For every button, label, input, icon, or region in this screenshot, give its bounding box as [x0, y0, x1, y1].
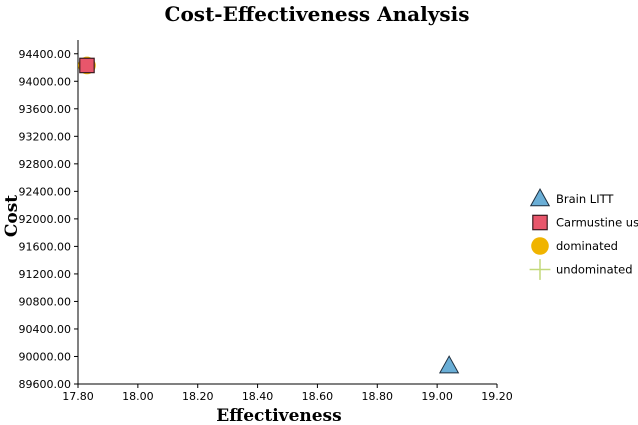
y-tick-label: 90000.00: [19, 350, 72, 363]
x-tick-label: 18.60: [302, 390, 334, 403]
x-axis-title: Effectiveness: [216, 406, 341, 425]
y-tick-label: 94000.00: [19, 75, 72, 88]
legend: Brain LITT Carmustine use dominated undomin…: [529, 188, 638, 280]
legend-label: undominated: [556, 263, 633, 277]
x-tick-label: 18.20: [182, 390, 214, 403]
legend-label: dominated: [556, 239, 618, 253]
legend-item: Brain LITT: [529, 188, 614, 207]
legend-item: undominated: [529, 259, 633, 280]
x-tick-label: 19.00: [421, 390, 453, 403]
y-tick-label: 93200.00: [19, 130, 72, 143]
data-markers: [78, 56, 460, 374]
y-axis-title: Cost: [2, 195, 22, 237]
legend-item: Carmustine use: [532, 214, 638, 231]
y-tick-label: 91200.00: [19, 268, 72, 281]
chart-title: Cost-Effectiveness Analysis: [165, 2, 470, 26]
y-tick-label: 94400.00: [19, 48, 72, 61]
x-tick-label: 18.40: [242, 390, 274, 403]
marker-carmustine-use: [79, 57, 95, 74]
legend-label: Carmustine use: [556, 216, 638, 230]
legend-marker-circle: [531, 237, 549, 255]
y-tick-label: 89600.00: [19, 378, 72, 391]
x-tick-label: 18.80: [362, 390, 394, 403]
legend-item: dominated: [531, 237, 618, 255]
y-tick-label: 93600.00: [19, 103, 72, 116]
x-tick-label: 19.20: [481, 390, 513, 403]
y-axis-ticks: 89600.00 90000.00 90400.00 90800.00 91200.00…: [19, 48, 78, 391]
x-axis-ticks: 17.80 18.00 18.20 18.40 18.60 18.80 19.00 19.20: [62, 384, 513, 403]
x-tick-label: 17.80: [62, 390, 94, 403]
legend-marker-triangle: [529, 188, 551, 207]
y-tick-label: 90800.00: [19, 295, 72, 308]
legend-marker-square: [532, 214, 548, 231]
y-tick-label: 92400.00: [19, 185, 72, 198]
plot-area: 17.80 18.00 18.20 18.40 18.60 18.80 19.00 19.20…: [19, 40, 513, 403]
y-tick-label: 91600.00: [19, 240, 72, 253]
legend-marker-cross: [529, 259, 551, 280]
y-tick-label: 92800.00: [19, 158, 72, 171]
y-tick-label: 90400.00: [19, 323, 72, 336]
marker-brain-litt: [438, 355, 460, 374]
legend-label: Brain LITT: [556, 192, 614, 206]
y-tick-label: 92000.00: [19, 213, 72, 226]
x-tick-label: 18.00: [122, 390, 154, 403]
